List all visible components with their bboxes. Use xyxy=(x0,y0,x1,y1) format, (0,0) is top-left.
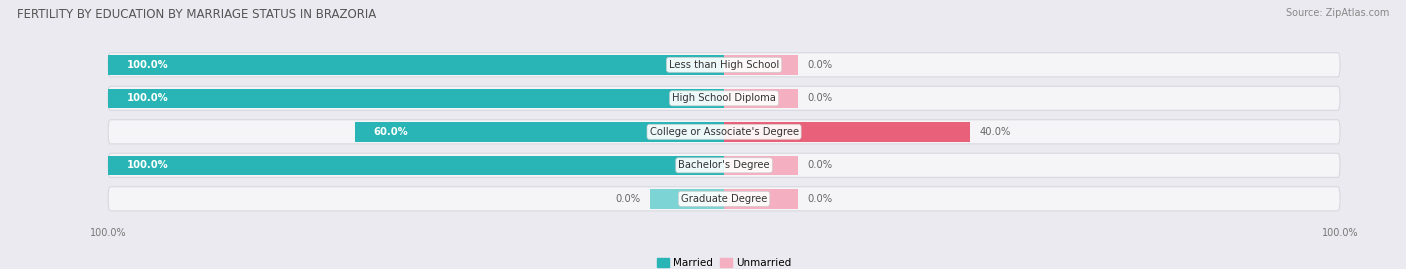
Bar xyxy=(108,55,724,75)
FancyBboxPatch shape xyxy=(108,120,1340,144)
Legend: Married, Unmarried: Married, Unmarried xyxy=(652,254,796,269)
FancyBboxPatch shape xyxy=(108,187,1340,211)
FancyBboxPatch shape xyxy=(108,53,1340,77)
Text: 0.0%: 0.0% xyxy=(807,160,832,170)
Text: FERTILITY BY EDUCATION BY MARRIAGE STATUS IN BRAZORIA: FERTILITY BY EDUCATION BY MARRIAGE STATU… xyxy=(17,8,377,21)
Text: 40.0%: 40.0% xyxy=(980,127,1011,137)
Bar xyxy=(724,155,799,175)
Text: Less than High School: Less than High School xyxy=(669,60,779,70)
FancyBboxPatch shape xyxy=(108,86,1340,110)
Text: High School Diploma: High School Diploma xyxy=(672,93,776,103)
Bar xyxy=(650,189,724,208)
Text: Graduate Degree: Graduate Degree xyxy=(681,194,768,204)
Text: Source: ZipAtlas.com: Source: ZipAtlas.com xyxy=(1285,8,1389,18)
Text: 60.0%: 60.0% xyxy=(373,127,408,137)
Text: College or Associate's Degree: College or Associate's Degree xyxy=(650,127,799,137)
Bar xyxy=(724,122,970,141)
Text: 0.0%: 0.0% xyxy=(807,194,832,204)
Text: 100.0%: 100.0% xyxy=(127,160,169,170)
Bar xyxy=(724,55,799,75)
Bar xyxy=(354,122,724,141)
FancyBboxPatch shape xyxy=(108,153,1340,177)
Text: 0.0%: 0.0% xyxy=(616,194,641,204)
Text: 0.0%: 0.0% xyxy=(807,93,832,103)
Text: 100.0%: 100.0% xyxy=(127,60,169,70)
Text: 100.0%: 100.0% xyxy=(127,93,169,103)
Bar xyxy=(724,189,799,208)
Bar xyxy=(108,89,724,108)
Bar xyxy=(108,155,724,175)
Text: Bachelor's Degree: Bachelor's Degree xyxy=(678,160,770,170)
Text: 0.0%: 0.0% xyxy=(807,60,832,70)
Bar xyxy=(724,89,799,108)
